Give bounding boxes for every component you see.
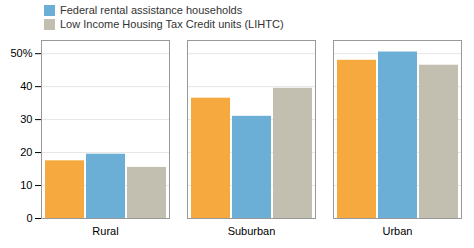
svg-text:Rural: Rural [92, 225, 118, 237]
svg-text:Urban: Urban [383, 225, 413, 237]
svg-text:20: 20 [20, 146, 32, 158]
svg-text:50%: 50% [10, 47, 32, 59]
svg-text:0: 0 [26, 212, 32, 224]
html-text:Federal rental assistance hous: Federal rental assistance households [60, 4, 243, 16]
svg-text:10: 10 [20, 179, 32, 191]
svg-text:Suburban: Suburban [228, 225, 276, 237]
svg-text:30: 30 [20, 113, 32, 125]
html-text:Low Income Housing Tax Credit: Low Income Housing Tax Credit units (LIH… [60, 18, 284, 30]
svg-text:40: 40 [20, 80, 32, 92]
